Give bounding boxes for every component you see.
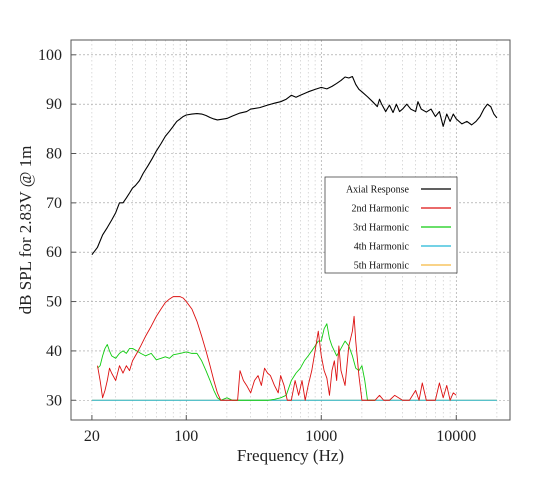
y-tick-label: 90 bbox=[46, 96, 62, 113]
y-axis-ticks: 30 40 50 60 70 80 90 100 bbox=[38, 47, 76, 409]
series-line-2nd-harmonic bbox=[97, 296, 457, 401]
y-tick-label: 70 bbox=[46, 195, 62, 212]
y-tick-label: 100 bbox=[38, 47, 62, 64]
y-tick-label: 50 bbox=[46, 294, 62, 311]
legend-label: 4th Harmonic bbox=[354, 242, 410, 253]
x-axis-title: Frequency (Hz) bbox=[237, 446, 344, 465]
y-tick-label: 60 bbox=[46, 244, 62, 261]
y-tick-label: 80 bbox=[46, 146, 62, 163]
series-lines bbox=[91, 75, 498, 401]
y-axis-title: dB SPL for 2.83V @ 1m bbox=[16, 146, 35, 315]
legend: Axial Response 2nd Harmonic 3rd Harmonic 4t… bbox=[324, 176, 458, 274]
legend-label: 5th Harmonic bbox=[354, 261, 410, 272]
legend-label: 3rd Harmonic bbox=[353, 223, 409, 234]
series-line-axial-response bbox=[91, 75, 498, 256]
x-tick-label: 100 bbox=[174, 428, 198, 445]
legend-label: 2nd Harmonic bbox=[352, 204, 410, 215]
legend-box bbox=[324, 176, 458, 274]
y-tick-label: 40 bbox=[46, 343, 62, 360]
x-tick-label: 20 bbox=[84, 428, 100, 445]
series-line-3rd-harmonic bbox=[97, 323, 375, 401]
x-tick-label: 10000 bbox=[436, 428, 476, 445]
legend-label: Axial Response bbox=[346, 185, 410, 196]
x-axis-ticks: 20 100 1000 10000 bbox=[84, 415, 476, 445]
x-tick-label: 1000 bbox=[305, 428, 337, 445]
y-tick-label: 30 bbox=[46, 392, 62, 409]
plot-frame bbox=[70, 39, 511, 421]
